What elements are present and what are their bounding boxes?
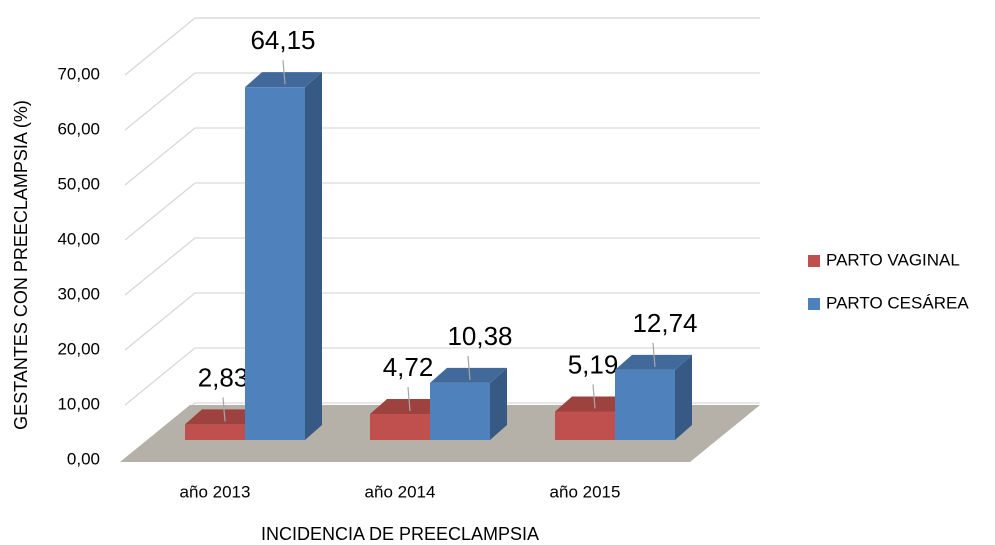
y-tick-label: 20,00 bbox=[57, 339, 100, 358]
bar-front bbox=[555, 411, 615, 440]
leader-line bbox=[592, 384, 596, 409]
leader-line bbox=[407, 386, 411, 412]
bar-front bbox=[245, 87, 305, 441]
bar-top bbox=[185, 409, 262, 425]
leader-line bbox=[652, 342, 656, 367]
grid-line bbox=[124, 347, 760, 406]
y-tick-label: 70,00 bbox=[57, 64, 100, 83]
grid-line bbox=[124, 237, 760, 296]
grid-line bbox=[124, 72, 760, 131]
y-tick-label: 60,00 bbox=[57, 119, 100, 138]
y-tick-label: 40,00 bbox=[57, 229, 100, 248]
grid-line bbox=[124, 292, 760, 351]
value-label: 12,74 bbox=[632, 308, 697, 338]
y-tick-label: 0,00 bbox=[67, 449, 100, 468]
x-tick-label: año 2015 bbox=[550, 482, 621, 501]
bar bbox=[245, 72, 322, 441]
bar-front bbox=[185, 424, 245, 440]
leader-line bbox=[222, 397, 226, 422]
bar bbox=[185, 409, 262, 440]
bar-side bbox=[675, 354, 692, 440]
y-tick-label: 10,00 bbox=[57, 394, 100, 413]
grid-line bbox=[124, 182, 760, 241]
leader-line bbox=[282, 60, 286, 85]
x-tick-label: año 2013 bbox=[180, 482, 251, 501]
bar bbox=[615, 354, 692, 440]
y-tick-label: 30,00 bbox=[57, 284, 100, 303]
bar-front bbox=[430, 382, 490, 440]
bar-top bbox=[370, 399, 447, 415]
value-label: 64,15 bbox=[250, 25, 315, 55]
grid-line bbox=[124, 17, 760, 76]
value-label: 4,72 bbox=[383, 352, 434, 382]
legend-label: PARTO VAGINAL bbox=[826, 250, 960, 269]
bar-top bbox=[245, 72, 322, 88]
bar-front bbox=[370, 414, 430, 440]
value-label: 10,38 bbox=[447, 321, 512, 351]
bar-top bbox=[430, 367, 507, 383]
y-tick-label: 50,00 bbox=[57, 174, 100, 193]
bar-front bbox=[615, 369, 675, 440]
legend-swatch bbox=[808, 255, 820, 267]
legend-label: PARTO CESÁREA bbox=[826, 293, 969, 312]
leader-line bbox=[467, 355, 471, 380]
bar-top bbox=[615, 354, 692, 370]
value-label: 2,83 bbox=[198, 362, 249, 392]
bar-side bbox=[305, 72, 322, 441]
x-tick-label: año 2014 bbox=[365, 482, 436, 501]
bar bbox=[430, 367, 507, 440]
bar bbox=[555, 396, 632, 440]
bar-side bbox=[490, 367, 507, 440]
x-axis-title: INCIDENCIA DE PREECLAMPSIA bbox=[261, 524, 539, 544]
legend-swatch bbox=[808, 298, 820, 310]
grid-line bbox=[124, 127, 760, 186]
bar-top bbox=[555, 396, 632, 412]
y-axis-title: GESTANTES CON PREECLAMPSIA (%) bbox=[11, 100, 31, 430]
value-label: 5,19 bbox=[568, 349, 619, 379]
